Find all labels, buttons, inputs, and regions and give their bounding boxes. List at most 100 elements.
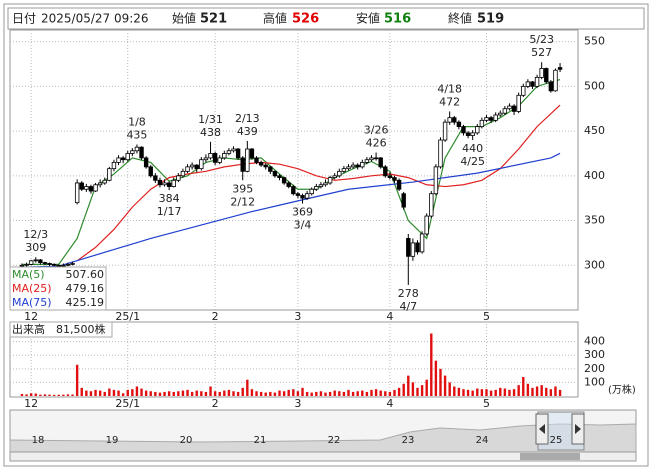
candle-body (406, 238, 411, 257)
volume-bar (296, 391, 300, 396)
arrow-icon (539, 424, 545, 434)
candle-body (189, 164, 195, 168)
volume-bar (29, 393, 33, 396)
candle-body (176, 175, 181, 181)
candle-body (42, 262, 48, 264)
candle-body (295, 193, 301, 196)
candle-body (530, 81, 535, 87)
candle-body (553, 69, 558, 92)
x-tick-label: 4 (386, 310, 393, 323)
volume-bar (39, 394, 42, 396)
annotation-date: 2/12 (230, 195, 255, 208)
candle-body (465, 132, 471, 136)
candle-body (419, 233, 425, 253)
candle-body (199, 159, 204, 170)
candle-body (346, 166, 351, 170)
volume-bar (319, 391, 323, 396)
candle-body (392, 177, 397, 181)
volume-bar (98, 390, 102, 396)
volume-bar (250, 389, 254, 396)
candle-body (194, 164, 199, 170)
scrollbar-thumb[interactable] (520, 453, 580, 460)
candle-body (378, 157, 383, 168)
high-value: 526 (292, 12, 319, 27)
candle-body (557, 67, 563, 70)
volume-bar (172, 391, 175, 396)
candle-body (235, 148, 241, 159)
navigator-label: 18 (32, 435, 45, 446)
navigator-label: 25 (550, 435, 563, 446)
candle-body (249, 148, 255, 159)
candle-body (498, 112, 503, 116)
candle-body (143, 157, 149, 168)
volume-panel (9, 321, 579, 398)
candle-body (318, 184, 324, 187)
volume-bar (144, 390, 148, 396)
y-tick-label: 100 (584, 375, 605, 388)
annotation-date: 3/26 (364, 124, 389, 137)
volume-bar (457, 387, 461, 396)
volume-bar (462, 389, 465, 396)
annotation-value: 527 (531, 46, 552, 59)
volume-bar (476, 388, 479, 396)
legend-value: 425.19 (66, 296, 105, 309)
candle-body (548, 81, 554, 92)
candle-body (254, 157, 259, 163)
legend-name: MA(25) (12, 282, 52, 295)
annotation-date: 4/18 (437, 82, 462, 95)
volume-bar (236, 391, 240, 396)
candle-body (153, 175, 158, 181)
volume-bar (282, 391, 286, 396)
candle-body (323, 182, 328, 186)
annotation-value: 426 (366, 137, 387, 150)
volume-title-box (9, 321, 113, 338)
volume-bar (43, 394, 47, 396)
y-tick-label: 350 (584, 214, 605, 227)
x-tick-label: 12 (24, 397, 38, 410)
close-label: 終値 (448, 11, 472, 26)
price-panel (9, 29, 579, 311)
candle-body (263, 164, 268, 168)
volume-bar (103, 391, 106, 396)
volume-bar (434, 360, 438, 396)
annotation-value: 439 (237, 125, 258, 138)
navigator-label: 21 (254, 435, 267, 446)
candle-body (268, 166, 273, 172)
annotation-date: 1/17 (157, 205, 182, 218)
date-label: 日付 (12, 12, 36, 26)
candle-body (364, 159, 370, 163)
volume-bar (361, 390, 364, 396)
volume-bar (425, 379, 428, 396)
candle-body (19, 264, 25, 267)
y-tick-label: 300 (584, 348, 605, 361)
annotation-date: 1/31 (198, 113, 223, 126)
volume-bar (167, 391, 171, 396)
candle-body (369, 157, 374, 161)
candle-body (125, 153, 130, 161)
navigator-label: 22 (328, 435, 341, 446)
volume-bar (356, 391, 359, 396)
volume-bar (195, 390, 198, 396)
volume-bar (328, 391, 332, 396)
scrollbar[interactable] (9, 451, 637, 462)
candle-body (304, 193, 310, 199)
candle-body (488, 117, 494, 121)
arrow-icon (575, 424, 581, 434)
candle-body (107, 168, 112, 181)
volume-bar (374, 389, 378, 396)
x-tick-label: 3 (294, 310, 301, 323)
volume-bar (517, 385, 520, 396)
volume-bar (540, 385, 543, 396)
volume-bar (393, 389, 396, 396)
candle-body (337, 170, 342, 177)
candle-body (544, 68, 549, 83)
y-tick-label: 200 (584, 362, 605, 375)
candle-body (277, 175, 282, 179)
candle-body (332, 175, 337, 179)
candle-body (51, 263, 57, 266)
candle-body (373, 157, 379, 160)
candle-body (208, 153, 213, 159)
volume-subtitle: 81,500株 (56, 322, 106, 336)
candle-body (493, 114, 498, 121)
volume-bar (499, 387, 502, 396)
